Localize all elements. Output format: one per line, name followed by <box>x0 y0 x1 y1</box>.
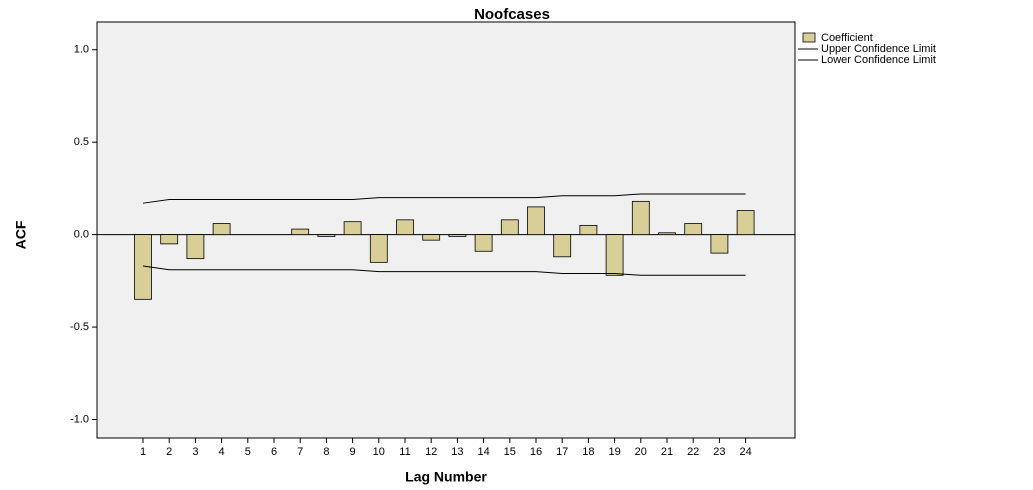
x-tick-label: 21 <box>661 446 673 458</box>
x-tick-label: 7 <box>297 446 303 458</box>
x-tick-label: 11 <box>399 446 410 458</box>
bar <box>527 206 545 236</box>
bar <box>579 224 598 236</box>
legend-swatch <box>802 32 816 43</box>
bar <box>658 232 676 236</box>
legend-label: Lower Confidence Limit <box>821 54 936 66</box>
bar <box>500 219 519 236</box>
x-tick-label: 23 <box>713 446 725 458</box>
x-tick-label: 13 <box>451 446 463 458</box>
x-tick-label: 20 <box>635 446 647 458</box>
x-tick-label: 14 <box>477 446 489 458</box>
x-tick-label: 2 <box>166 446 172 458</box>
bar <box>422 234 441 241</box>
y-axis-title: ACF <box>13 220 29 249</box>
bar <box>684 223 703 236</box>
x-tick-label: 19 <box>608 446 620 458</box>
y-tick-label: 0.0 <box>74 229 89 241</box>
x-tick-label: 3 <box>192 446 198 458</box>
x-tick-label: 6 <box>271 446 277 458</box>
legend-label: Upper Confidence Limit <box>821 43 936 55</box>
legend-label: Coefficient <box>821 32 873 44</box>
x-tick-label: 16 <box>530 446 542 458</box>
bar <box>317 234 336 237</box>
x-tick-label: 1 <box>140 446 146 458</box>
x-tick-label: 24 <box>739 446 751 458</box>
bar <box>474 234 493 252</box>
x-tick-label: 10 <box>373 446 385 458</box>
bar <box>212 223 231 236</box>
bar <box>291 228 310 236</box>
bar <box>605 234 624 276</box>
bar <box>448 234 467 237</box>
bar <box>553 234 572 258</box>
bar <box>369 234 388 263</box>
x-tick-label: 22 <box>687 446 699 458</box>
x-tick-label: 12 <box>425 446 437 458</box>
confidence-line <box>142 265 746 276</box>
bar <box>396 219 414 236</box>
bar <box>710 234 729 254</box>
bar <box>160 234 179 245</box>
x-tick-label: 8 <box>323 446 329 458</box>
y-tick-label: -0.5 <box>70 321 89 333</box>
x-tick-label: 4 <box>219 446 225 458</box>
y-tick-label: -1.0 <box>70 413 89 425</box>
bar <box>736 210 755 236</box>
x-tick-label: 9 <box>350 446 356 458</box>
y-tick-label: 1.0 <box>74 44 89 56</box>
x-tick-label: 18 <box>582 446 594 458</box>
confidence-line <box>142 193 746 204</box>
x-tick-label: 5 <box>245 446 251 458</box>
bar <box>631 200 650 236</box>
bar <box>343 221 362 236</box>
bar <box>186 234 205 260</box>
chart-title: Noofcases <box>474 6 550 23</box>
y-tick-label: 0.5 <box>74 136 89 148</box>
x-tick-label: 15 <box>504 446 516 458</box>
x-axis-title: Lag Number <box>405 469 487 485</box>
x-tick-label: 17 <box>556 446 568 458</box>
